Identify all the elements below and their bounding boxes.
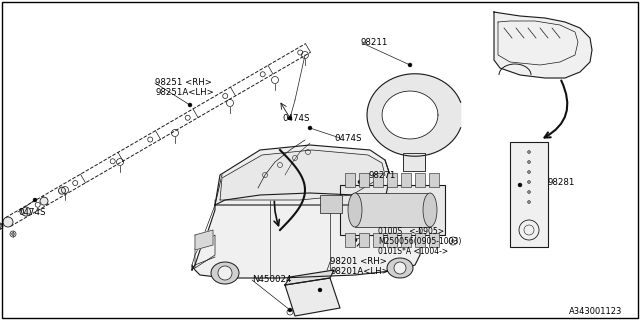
Polygon shape (285, 278, 340, 316)
Circle shape (58, 187, 65, 194)
Text: 98211: 98211 (360, 37, 387, 46)
Circle shape (394, 262, 406, 274)
Circle shape (288, 116, 292, 120)
Bar (401, 233, 411, 247)
Polygon shape (192, 193, 420, 278)
Text: 98201 <RH>: 98201 <RH> (330, 258, 387, 267)
Text: N450024: N450024 (252, 276, 291, 284)
Text: 98271: 98271 (368, 171, 396, 180)
Ellipse shape (387, 258, 413, 278)
Bar (345, 173, 355, 187)
Text: 98281: 98281 (548, 178, 575, 187)
Text: 0474S: 0474S (334, 133, 362, 142)
Circle shape (527, 171, 531, 173)
Text: 98251A<LH>: 98251A<LH> (155, 87, 214, 97)
Text: 0101S*A <1004->: 0101S*A <1004-> (378, 246, 448, 255)
Circle shape (288, 308, 292, 312)
Polygon shape (215, 145, 390, 205)
Polygon shape (367, 74, 461, 156)
Bar (403, 153, 425, 171)
Circle shape (3, 217, 13, 227)
Circle shape (308, 126, 312, 130)
Bar (345, 233, 355, 247)
Bar (359, 233, 369, 247)
Bar (387, 173, 397, 187)
Text: A343001123: A343001123 (568, 307, 622, 316)
Circle shape (22, 207, 31, 216)
Circle shape (358, 180, 362, 184)
Polygon shape (494, 12, 592, 78)
Bar (320, 195, 342, 213)
Circle shape (527, 161, 531, 164)
Circle shape (33, 198, 37, 202)
Text: M250056(0905-1003): M250056(0905-1003) (378, 236, 461, 245)
Bar (387, 233, 397, 247)
Circle shape (0, 225, 1, 228)
Bar (429, 233, 439, 247)
Bar (401, 173, 411, 187)
Bar (415, 173, 425, 187)
Polygon shape (195, 230, 213, 250)
Circle shape (40, 197, 48, 205)
Circle shape (527, 150, 531, 154)
Circle shape (451, 239, 454, 243)
Circle shape (12, 233, 15, 236)
Circle shape (527, 190, 531, 194)
Bar (355, 193, 430, 227)
Bar (359, 173, 369, 187)
Polygon shape (382, 91, 438, 139)
Text: 0474S: 0474S (282, 114, 310, 123)
Circle shape (518, 183, 522, 187)
Circle shape (188, 103, 192, 107)
Ellipse shape (423, 193, 437, 227)
Bar (429, 173, 439, 187)
Circle shape (527, 180, 531, 183)
Circle shape (408, 63, 412, 67)
Bar (415, 233, 425, 247)
Bar (373, 233, 383, 247)
Polygon shape (285, 270, 334, 285)
Ellipse shape (348, 193, 362, 227)
Bar (510, 142, 548, 247)
Text: 0100S   <-0905>: 0100S <-0905> (378, 227, 444, 236)
Ellipse shape (211, 262, 239, 284)
Text: 98251 <RH>: 98251 <RH> (155, 77, 212, 86)
Circle shape (353, 238, 357, 242)
Text: 0474S: 0474S (18, 207, 45, 217)
Circle shape (527, 201, 531, 204)
Circle shape (318, 288, 322, 292)
Bar (340, 185, 445, 235)
Text: 98201A<LH>: 98201A<LH> (330, 268, 388, 276)
Polygon shape (220, 150, 385, 200)
Bar (373, 173, 383, 187)
Circle shape (218, 266, 232, 280)
